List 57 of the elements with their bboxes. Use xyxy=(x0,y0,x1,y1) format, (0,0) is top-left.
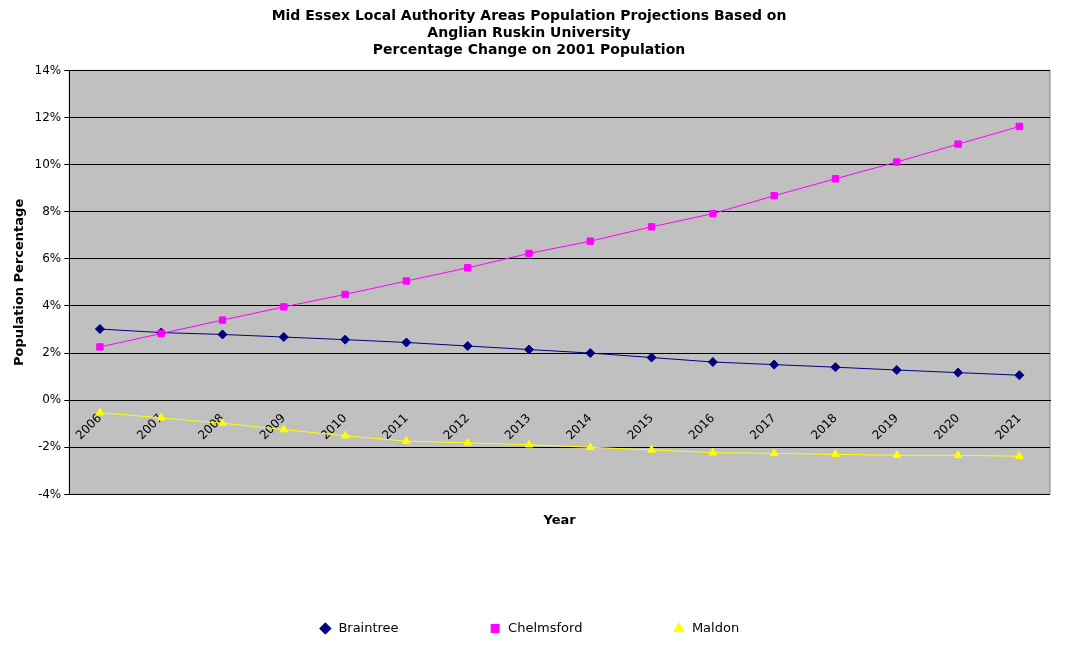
point xyxy=(217,329,228,340)
y-tick-label: -2% xyxy=(37,439,62,454)
point xyxy=(831,449,840,458)
x-axis-title: Year xyxy=(542,511,577,527)
point xyxy=(96,343,104,351)
legend-label: Braintree xyxy=(338,619,399,635)
point xyxy=(953,450,963,459)
y-axis-title: Population Percentage xyxy=(11,198,27,367)
point xyxy=(585,442,595,451)
y-tick-label: 6% xyxy=(42,250,62,265)
point xyxy=(401,337,412,348)
point xyxy=(1014,451,1024,459)
text: Anglian Ruskin University xyxy=(427,23,631,40)
point xyxy=(278,332,289,343)
point xyxy=(770,192,778,200)
point xyxy=(462,341,473,351)
point xyxy=(341,290,349,299)
y-tick-label: 10% xyxy=(34,156,62,171)
point xyxy=(525,249,533,258)
point xyxy=(769,448,779,457)
y-tick-label: 2% xyxy=(42,345,62,360)
point xyxy=(402,277,411,285)
point xyxy=(647,223,656,231)
y-tick-label: -4% xyxy=(37,486,62,501)
point xyxy=(464,264,472,272)
text: Mid Essex Local Authority Areas Population Projections Based on xyxy=(271,7,787,24)
point xyxy=(891,365,902,376)
point xyxy=(523,344,534,355)
point xyxy=(769,359,780,370)
point xyxy=(1014,370,1025,381)
point xyxy=(218,316,227,324)
y-tick-label: 4% xyxy=(42,298,62,313)
point xyxy=(708,447,718,456)
point xyxy=(340,334,351,345)
legend-label: Chelmsford xyxy=(508,619,583,635)
point xyxy=(830,362,841,373)
point xyxy=(94,324,105,335)
point xyxy=(585,348,596,359)
point xyxy=(709,209,717,218)
y-tick-label: 14% xyxy=(34,62,62,77)
y-tick-label: 8% xyxy=(42,203,62,218)
point xyxy=(1015,122,1024,131)
point xyxy=(831,175,840,183)
point xyxy=(707,357,718,368)
point xyxy=(893,158,901,166)
y-tick-label: 0% xyxy=(42,392,62,407)
point xyxy=(524,439,534,448)
y-tick-label: 12% xyxy=(34,109,62,124)
point xyxy=(647,444,656,453)
point xyxy=(954,140,962,148)
point xyxy=(892,450,902,459)
point xyxy=(280,303,288,311)
text: Percentage Change on 2001 Population xyxy=(372,40,686,57)
point xyxy=(586,237,594,245)
legend-label: Maldon xyxy=(691,619,740,635)
point xyxy=(953,367,964,378)
point xyxy=(646,352,657,363)
